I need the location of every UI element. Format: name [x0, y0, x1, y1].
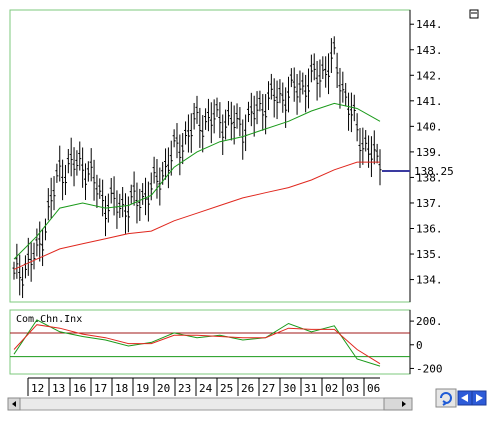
- date-tick-label: 16: [73, 382, 86, 395]
- oscillator-panel[interactable]: [9, 309, 411, 375]
- date-tick-label: 13: [52, 382, 65, 395]
- price-tick-label: 140.: [416, 120, 443, 133]
- date-tick-label: 23: [178, 382, 191, 395]
- date-tick-label: 31: [304, 382, 317, 395]
- price-tick-label: 142.: [416, 69, 443, 82]
- price-tick-label: 137.: [416, 197, 443, 210]
- price-tick-label: 144.: [416, 18, 443, 31]
- date-tick-label: 17: [94, 382, 107, 395]
- date-tick-label: 03: [346, 382, 359, 395]
- refresh-icon: [440, 392, 452, 406]
- horizontal-scrollbar[interactable]: [7, 397, 413, 411]
- arrow-right-icon: [476, 394, 483, 402]
- osc-tick-label: 0: [416, 339, 423, 352]
- corner-square-icon[interactable]: [469, 9, 479, 19]
- price-tick-label: 139.: [416, 146, 443, 159]
- ma-fast-line: [13, 102, 381, 260]
- price-axis-ticks: 144. 143. 142. 141. 140. 139. 138. 137. 136. 135.…: [410, 18, 443, 287]
- osc-tick-label: -200: [416, 362, 443, 375]
- arrow-left-icon: [461, 394, 468, 402]
- price-tick-label: 141.: [416, 95, 443, 108]
- date-axis: 12 13 16 17 18 19 20 23 24 25 26 27 30 31 02 03 06: [27, 378, 380, 396]
- osc-slow-line: [13, 324, 381, 365]
- osc-axis-ticks: 200. 0 -200: [410, 315, 443, 375]
- scroll-left-button[interactable]: [457, 390, 473, 406]
- price-tick-label: 138.: [416, 171, 443, 184]
- oscillator-title: Com.Chn.Inx: [16, 314, 82, 325]
- date-tick-label: 06: [367, 382, 380, 395]
- price-tick-label: 136.: [416, 223, 443, 236]
- ma-slow-line: [13, 161, 380, 270]
- current-value-label: 138.25: [414, 165, 454, 178]
- price-bars: [12, 36, 382, 299]
- osc-tick-label: 200.: [416, 315, 443, 328]
- date-tick-label: 20: [157, 382, 170, 395]
- date-tick-label: 25: [220, 382, 233, 395]
- date-tick-label: 27: [262, 382, 275, 395]
- price-panel[interactable]: [9, 9, 411, 303]
- price-tick-label: 143.: [416, 44, 443, 57]
- date-tick-label: 30: [283, 382, 296, 395]
- scroll-right-button[interactable]: [471, 390, 487, 406]
- scroll-right-arrow-icon: [402, 401, 406, 407]
- date-tick-label: 19: [136, 382, 149, 395]
- scroll-left-arrow-icon: [12, 401, 16, 407]
- date-tick-label: 18: [115, 382, 128, 395]
- date-tick-label: 24: [199, 382, 213, 395]
- date-tick-label: 12: [31, 382, 44, 395]
- refresh-button[interactable]: [435, 388, 457, 408]
- date-tick-label: 02: [325, 382, 338, 395]
- scrollbar-thumb[interactable]: [383, 397, 413, 411]
- date-tick-label: 26: [241, 382, 254, 395]
- price-tick-label: 134.: [416, 274, 443, 287]
- price-tick-label: 135.: [416, 248, 443, 261]
